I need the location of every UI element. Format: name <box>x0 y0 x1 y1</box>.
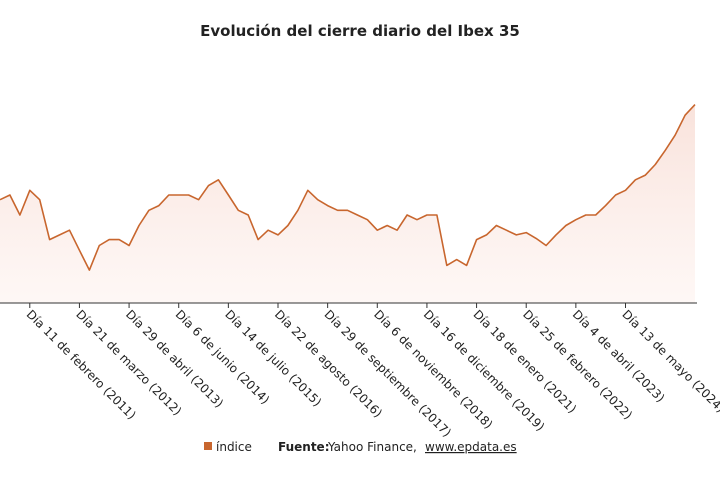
x-tick-label: Día 4 de abril (2023) <box>570 307 668 405</box>
line <box>0 104 696 271</box>
source-label: Fuente: <box>278 440 330 454</box>
source: Yahoo Finance, <box>327 440 417 454</box>
x-tick-label: Día 29 de abril (2013) <box>123 307 226 410</box>
chart-title: Evolución del cierre diario del Ibex 35 <box>200 22 520 40</box>
legend-label: índice <box>216 440 252 454</box>
source-link[interactable]: www.epdata.es <box>425 440 517 454</box>
x-tick-label: Día 6 de junio (2014) <box>173 307 273 407</box>
legend-swatch <box>204 442 212 450</box>
x-tick-label: Día 14 de julio (2015) <box>222 307 324 409</box>
x-tick-label: Día 18 de enero (2021) <box>470 307 579 416</box>
area <box>0 104 695 303</box>
